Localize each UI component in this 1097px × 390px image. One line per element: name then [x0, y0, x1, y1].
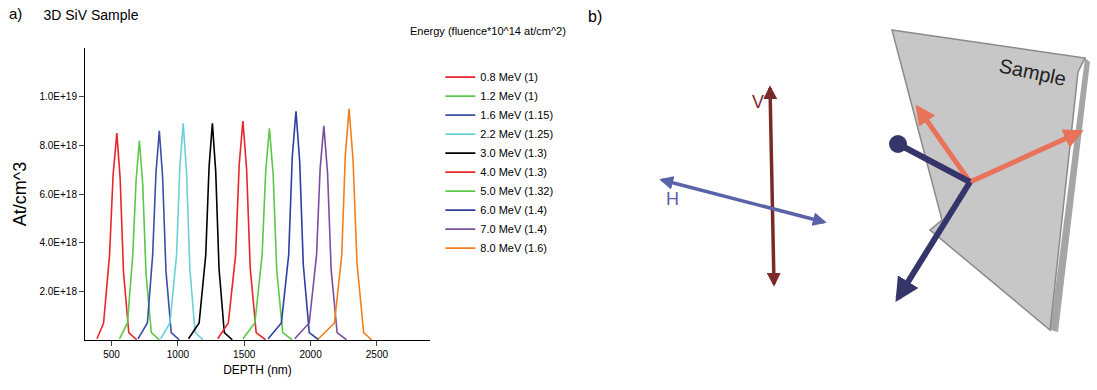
svg-text:DEPTH (nm): DEPTH (nm) [223, 363, 292, 377]
svg-text:2.0E+18: 2.0E+18 [39, 286, 77, 297]
svg-text:H: H [666, 189, 679, 209]
svg-text:4.0 MeV (1.3): 4.0 MeV (1.3) [480, 166, 547, 178]
svg-text:2000: 2000 [299, 349, 322, 360]
svg-text:6.0 MeV (1.4): 6.0 MeV (1.4) [480, 204, 547, 216]
svg-text:2.2 MeV (1.25): 2.2 MeV (1.25) [480, 128, 553, 140]
svg-text:8.0E+18: 8.0E+18 [39, 140, 77, 151]
svg-text:4.0E+18: 4.0E+18 [39, 237, 77, 248]
svg-text:1.2 MeV (1): 1.2 MeV (1) [480, 90, 537, 102]
svg-text:2500: 2500 [366, 349, 389, 360]
svg-text:Energy (fluence*10^14 at/cm^2): Energy (fluence*10^14 at/cm^2) [410, 25, 566, 37]
svg-text:7.0 MeV (1.4): 7.0 MeV (1.4) [480, 223, 547, 235]
svg-text:5.0 MeV (1.32): 5.0 MeV (1.32) [480, 185, 553, 197]
svg-text:6.0E+18: 6.0E+18 [39, 189, 77, 200]
svg-text:1.6 MeV (1.15): 1.6 MeV (1.15) [480, 109, 553, 121]
svg-text:Sample: Sample [997, 54, 1068, 90]
svg-text:500: 500 [103, 349, 120, 360]
svg-text:8.0 MeV (1.6): 8.0 MeV (1.6) [480, 242, 547, 254]
svg-text:b): b) [588, 8, 602, 25]
svg-text:3.0 MeV (1.3): 3.0 MeV (1.3) [480, 147, 547, 159]
svg-text:V: V [752, 92, 764, 112]
svg-text:0.8 MeV (1): 0.8 MeV (1) [480, 71, 537, 83]
svg-text:1000: 1000 [167, 349, 190, 360]
svg-text:3D SiV Sample: 3D SiV Sample [44, 7, 139, 23]
svg-text:1.0E+19: 1.0E+19 [39, 91, 77, 102]
svg-text:At/cm^3: At/cm^3 [10, 162, 30, 226]
svg-text:a): a) [9, 5, 22, 22]
svg-text:1500: 1500 [233, 349, 256, 360]
